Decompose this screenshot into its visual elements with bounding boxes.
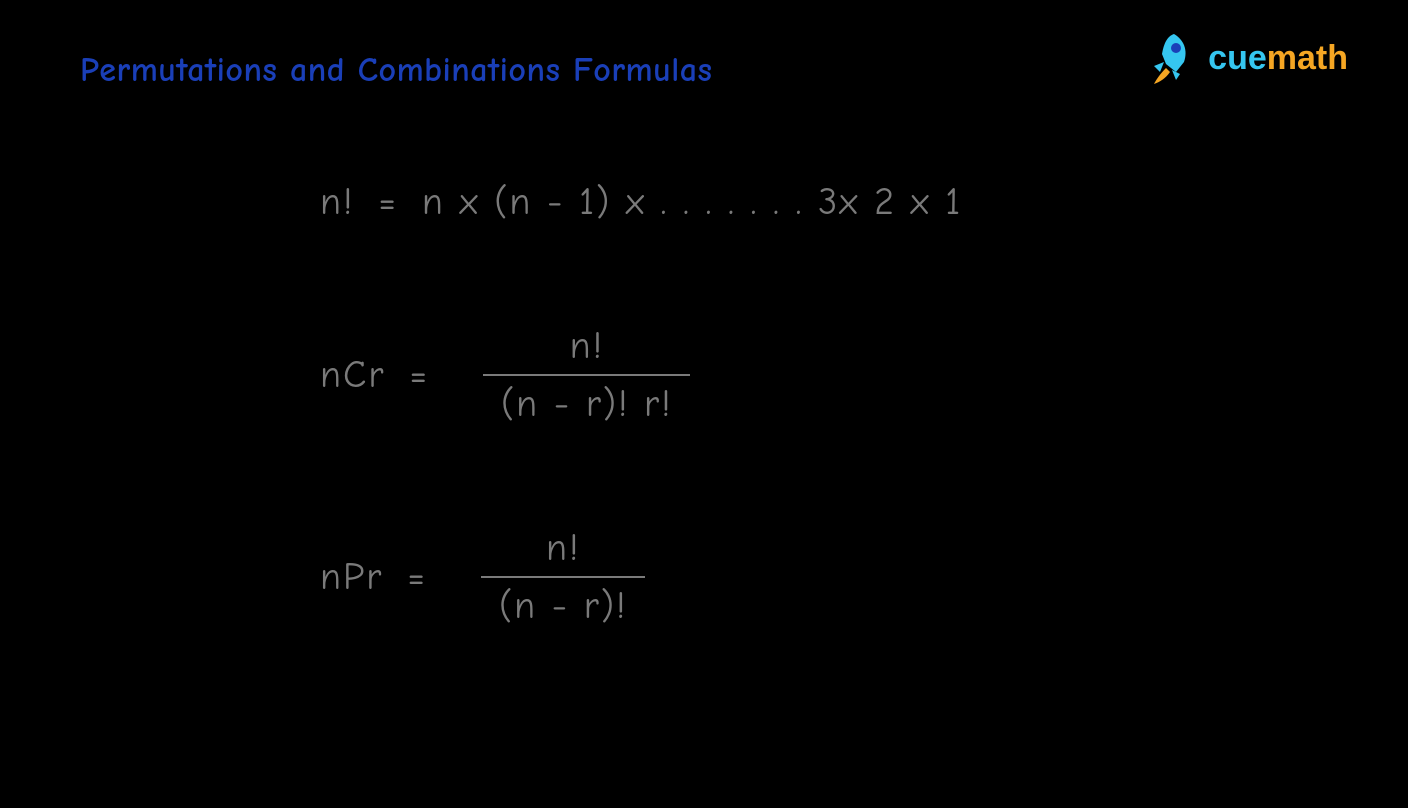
page-title: Permutations and Combinations Formulas: [80, 50, 712, 90]
ncr-lhs: nCr: [320, 353, 385, 397]
equals-sign: =: [409, 353, 429, 397]
formula-ncr: nCr = n! (n - r)! r!: [320, 324, 1220, 426]
logo-text-cue: cue: [1208, 39, 1267, 77]
formula-npr: nPr = n! (n - r)!: [320, 526, 1220, 628]
ncr-fraction: n! (n - r)! r!: [483, 324, 690, 426]
formula-factorial: n! = n x (n - 1) x . . . . . . . 3x 2 x …: [320, 180, 1220, 224]
equals-sign: =: [378, 180, 398, 224]
npr-numerator: n!: [528, 526, 598, 576]
brand-logo: cuemath: [1136, 28, 1348, 88]
ncr-denominator: (n - r)! r!: [483, 376, 690, 426]
rocket-icon: [1136, 28, 1196, 88]
logo-text: cuemath: [1208, 39, 1348, 78]
npr-denominator: (n - r)!: [481, 578, 645, 628]
npr-lhs: nPr: [320, 555, 383, 599]
equals-sign: =: [407, 555, 427, 599]
formulas-area: n! = n x (n - 1) x . . . . . . . 3x 2 x …: [320, 180, 1220, 628]
factorial-lhs: n!: [320, 180, 354, 224]
ncr-numerator: n!: [552, 324, 622, 374]
npr-fraction: n! (n - r)!: [481, 526, 645, 628]
factorial-rhs: n x (n - 1) x . . . . . . . 3x 2 x 1: [422, 180, 962, 224]
logo-text-math: math: [1267, 39, 1348, 77]
